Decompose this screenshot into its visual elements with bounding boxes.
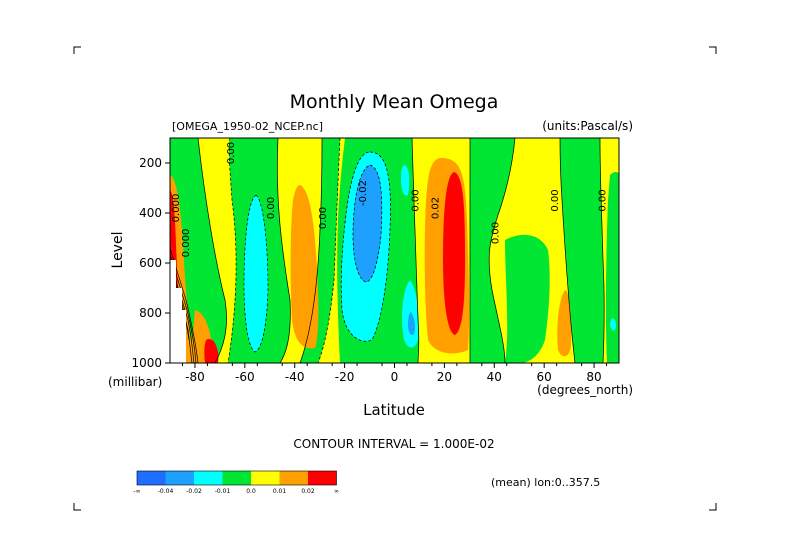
x-axis-label: Latitude	[363, 401, 425, 419]
colorbar-swatch	[251, 471, 280, 485]
x-tick-label: -40	[285, 370, 305, 384]
y-tick-label: 1000	[131, 356, 162, 370]
cyan-region	[244, 195, 268, 352]
colorbar-label: -0.02	[186, 488, 202, 495]
colorbar-label: -0.01	[215, 488, 231, 495]
green-region	[605, 171, 619, 363]
colorbar-frame	[136, 470, 337, 486]
orange-region	[557, 290, 572, 357]
colorbar-swatch	[137, 471, 166, 485]
contour-interval: CONTOUR INTERVAL = 1.000E-02	[293, 437, 494, 451]
chart-title: Monthly Mean Omega	[290, 91, 499, 113]
file-label: [OMEGA_1950-02_NCEP.nc]	[172, 120, 323, 133]
contour-label: 0.00	[266, 197, 277, 219]
x-unit-label: (degrees_north)	[537, 383, 633, 397]
contour-label: 0.00	[226, 142, 237, 164]
green-region	[560, 138, 605, 363]
y-tick-label: 800	[139, 306, 162, 320]
red-region	[443, 172, 465, 335]
contour-label: 0.00	[598, 189, 609, 211]
x-tick-label: 40	[487, 370, 502, 384]
colorbar-label: 0.0	[246, 488, 256, 495]
x-tick-label: 80	[586, 370, 601, 384]
corner-marks	[73, 46, 717, 511]
contour-field	[170, 138, 619, 363]
colorbar-label: 0.01	[273, 488, 287, 495]
red-region	[204, 339, 219, 363]
mean-label: (mean) lon:0..357.5	[491, 476, 600, 489]
y-tick-label: 600	[139, 256, 162, 270]
cyan-region	[401, 165, 410, 196]
x-tick-label: -80	[185, 370, 205, 384]
contour-label: 0.00	[550, 189, 561, 211]
blue-region	[408, 312, 415, 335]
colorbar-label: -0.04	[158, 488, 174, 495]
cyan-region	[610, 318, 616, 331]
x-tick-label: 20	[437, 370, 452, 384]
green-region	[470, 138, 515, 363]
x-tick-label: 60	[537, 370, 552, 384]
y-unit-label: (millibar)	[108, 375, 162, 389]
x-tick-label: 0	[391, 370, 399, 384]
contour-label: 0.00	[410, 189, 421, 211]
x-tick-label: -60	[235, 370, 255, 384]
contour-label: 0.00	[490, 222, 501, 244]
y-axis-label: Level	[110, 232, 126, 269]
colorbar-label: ∞	[334, 488, 339, 495]
colorbar-swatch	[222, 471, 251, 485]
blue-region	[353, 165, 382, 282]
axis-ticks: -80 -60 -40 -20 0 20 40 60 80 200 400 600 800 1000	[131, 156, 608, 384]
contour-label: -0.02	[358, 180, 369, 206]
y-tick-label: 400	[139, 206, 162, 220]
contour-label: 0.000	[181, 229, 192, 258]
contour-label: 0.000	[171, 194, 182, 223]
colorbar-label: -∞	[133, 488, 140, 495]
orange-region	[290, 185, 319, 349]
x-tick-label: -20	[335, 370, 355, 384]
colorbar-swatch	[279, 471, 308, 485]
green-region	[505, 234, 550, 363]
colorbar-swatch	[165, 471, 194, 485]
contour-label: 0.02	[430, 197, 441, 219]
contour-lines	[197, 138, 605, 363]
colorbar-swatch	[308, 471, 337, 485]
contour-label-group: 0.00 0.00 0.00 -0.02 0.00 0.02 0.00 0.00 0.00 0.0…	[171, 142, 609, 258]
missing-data-region	[170, 260, 186, 363]
units-label: (units:Pascal/s)	[542, 119, 633, 133]
colorbar-swatch	[194, 471, 223, 485]
colorbar-label: 0.02	[301, 488, 315, 495]
y-tick-label: 200	[139, 156, 162, 170]
colorbar: -∞ -0.04 -0.02 -0.01 0.0 0.01 0.02 ∞	[133, 470, 339, 495]
green-region	[300, 138, 340, 363]
contour-label: 0.00	[318, 207, 329, 229]
